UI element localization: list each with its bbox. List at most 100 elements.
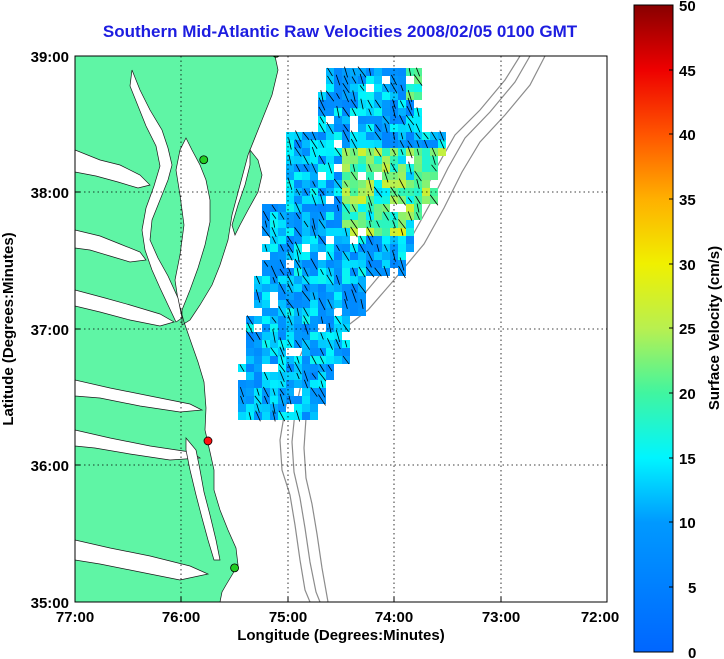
velocity-cell xyxy=(358,212,366,220)
velocity-cell xyxy=(358,180,366,188)
velocity-vector xyxy=(359,73,365,87)
velocity-vector xyxy=(416,107,420,117)
velocity-vector xyxy=(368,210,372,222)
velocity-cell xyxy=(334,236,342,244)
velocity-vector xyxy=(256,388,260,396)
velocity-vector xyxy=(301,290,311,302)
chesapeake-bay xyxy=(75,69,221,581)
velocity-vector xyxy=(248,412,252,420)
velocity-cell xyxy=(374,196,382,204)
velocity-cell xyxy=(286,372,294,380)
velocity-cell xyxy=(278,252,286,260)
velocity-vector xyxy=(369,220,371,228)
velocity-cell xyxy=(254,356,262,364)
velocity-cell xyxy=(342,172,350,180)
velocity-cell xyxy=(310,348,318,356)
velocity-cell xyxy=(366,172,374,180)
velocity-cell xyxy=(374,140,382,148)
velocity-cell xyxy=(286,332,294,340)
velocity-cell xyxy=(286,324,294,332)
velocity-vector xyxy=(294,147,302,157)
velocity-cell xyxy=(390,140,398,148)
colorbar-tick: 5 xyxy=(688,580,696,597)
velocity-cell xyxy=(358,188,366,196)
velocity-vector xyxy=(304,285,308,291)
velocity-cell xyxy=(302,404,310,412)
velocity-cell xyxy=(326,348,334,356)
velocity-cell xyxy=(366,244,374,252)
velocity-vector xyxy=(288,395,292,405)
velocity-cell xyxy=(318,228,326,236)
velocity-cell xyxy=(358,276,366,284)
velocity-cell xyxy=(350,300,358,308)
velocity-vector xyxy=(304,379,308,389)
velocity-vector xyxy=(288,154,292,166)
velocity-vector xyxy=(344,227,348,237)
velocity-cell xyxy=(310,308,318,316)
velocity-cell xyxy=(382,228,390,236)
velocity-cell xyxy=(358,220,366,228)
velocity-vector xyxy=(328,267,332,277)
velocity-cell xyxy=(326,372,334,380)
velocity-cell xyxy=(318,132,326,140)
velocity-vector xyxy=(352,68,356,76)
velocity-cell xyxy=(358,196,366,204)
velocity-vector xyxy=(320,194,324,206)
velocity-vector xyxy=(383,161,389,175)
velocity-vector xyxy=(325,90,335,102)
velocity-cell xyxy=(310,332,318,340)
velocity-cell xyxy=(334,348,342,356)
velocity-cell xyxy=(350,196,358,204)
velocity-cell xyxy=(326,356,334,364)
velocity-cell xyxy=(302,356,310,364)
velocity-cell xyxy=(350,276,358,284)
velocity-cell xyxy=(254,364,262,372)
velocity-cell xyxy=(366,140,374,148)
velocity-vector xyxy=(272,277,276,283)
velocity-vector xyxy=(343,324,349,332)
velocity-vector xyxy=(319,188,325,196)
velocity-cell xyxy=(310,156,318,164)
velocity-cell xyxy=(254,316,262,324)
velocity-vector xyxy=(374,131,382,141)
velocity-cell xyxy=(374,212,382,220)
velocity-cell xyxy=(366,76,374,84)
colorbar-label: Surface Velocity (cm/s) xyxy=(706,246,723,410)
velocity-cell xyxy=(382,100,390,108)
velocity-vector xyxy=(239,387,245,397)
velocity-vector xyxy=(245,330,255,342)
velocity-vector xyxy=(278,281,286,295)
y-axis-label: Latitude (Degrees:Minutes) xyxy=(0,232,17,425)
velocity-vector xyxy=(270,347,278,357)
velocity-cell xyxy=(390,68,398,76)
velocity-cell xyxy=(326,228,334,236)
velocity-vector xyxy=(350,99,358,109)
velocity-vector xyxy=(272,236,276,244)
velocity-cell xyxy=(326,284,334,292)
velocity-cell xyxy=(286,412,294,420)
velocity-cell xyxy=(374,156,382,164)
velocity-cell xyxy=(262,204,270,212)
velocity-vector xyxy=(287,340,293,348)
velocity-vector xyxy=(262,210,270,222)
velocity-cell xyxy=(334,172,342,180)
velocity-vector xyxy=(336,244,340,252)
velocity-vector xyxy=(383,211,389,221)
velocity-cell xyxy=(262,292,270,300)
velocity-vector xyxy=(326,121,334,135)
radar-station-marker xyxy=(230,563,240,573)
velocity-cell xyxy=(374,252,382,260)
velocity-vector xyxy=(398,178,406,190)
velocity-vector xyxy=(398,194,406,206)
x-axis-label: Longitude (Degrees:Minutes) xyxy=(237,627,445,644)
velocity-cell xyxy=(390,244,398,252)
velocity-cell xyxy=(414,156,422,164)
radar-stations xyxy=(199,56,280,573)
velocity-vector xyxy=(287,283,293,293)
velocity-vector xyxy=(357,66,367,78)
velocity-cell xyxy=(270,396,278,404)
velocity-cell xyxy=(382,220,390,228)
velocity-cell xyxy=(382,140,390,148)
velocity-vector xyxy=(255,275,261,285)
velocity-cell xyxy=(414,116,422,124)
